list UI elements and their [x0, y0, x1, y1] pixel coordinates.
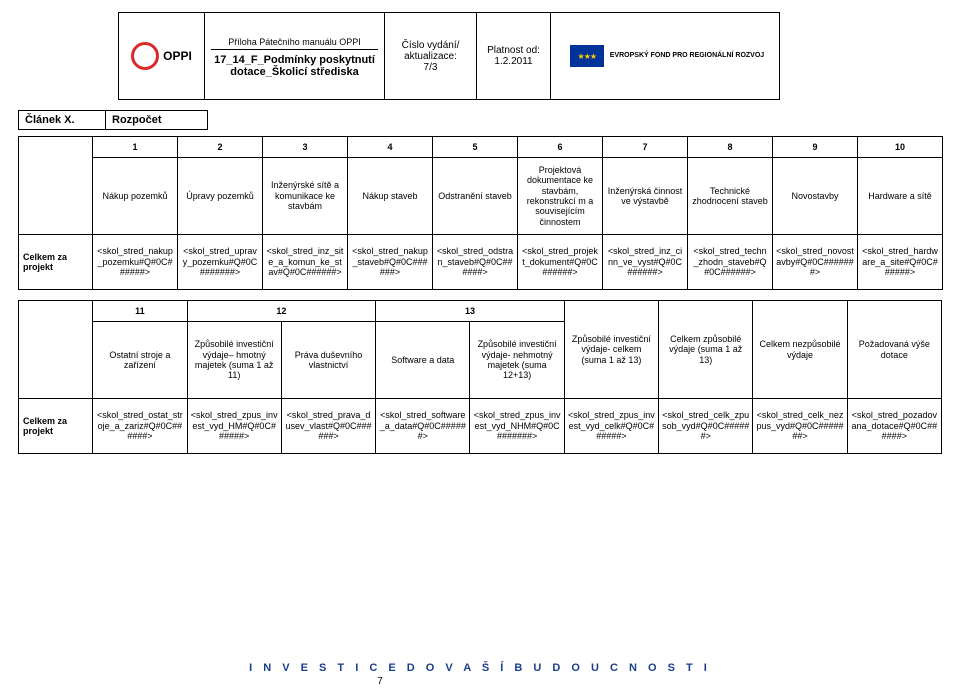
section-article: Článek X. — [19, 111, 106, 129]
col-num: 5 — [433, 137, 518, 158]
col-head: Inženýrské sítě a komunikace ke stavbám — [263, 158, 348, 235]
col-head: Nákup staveb — [348, 158, 433, 235]
valid-cell: Platnost od: 1.2.2011 — [477, 13, 551, 99]
col-num: 12 — [187, 301, 376, 322]
budget-table-1: 1 2 3 4 5 6 7 8 9 10 Nákup pozemků Úprav… — [18, 136, 943, 290]
col-num: 10 — [858, 137, 943, 158]
cell-value: <skol_stred_techn_zhodn_staveb#Q#0C#####… — [688, 235, 773, 290]
cell-value: <skol_stred_prava_dusev_vlast#Q#0C######… — [281, 399, 375, 454]
col-head: Způsobilé investiční výdaje- nehmotný ma… — [470, 322, 564, 399]
col-num: 13 — [376, 301, 565, 322]
table-row: 11 12 13 Způsobilé investiční výdaje- ce… — [19, 301, 942, 322]
eu-flag-icon: ★★★ — [570, 45, 604, 67]
col-head: Technické zhodnocení staveb — [688, 158, 773, 235]
col-num: 2 — [178, 137, 263, 158]
col-num: 7 — [603, 137, 688, 158]
issue-cell: Číslo vydání/ aktualizace: 7/3 — [385, 13, 477, 99]
cell-value: <skol_stred_zpus_invest_vyd_NHM#Q#0C####… — [470, 399, 564, 454]
row-label: Celkem za projekt — [19, 235, 93, 290]
issue-value: 7/3 — [424, 62, 438, 73]
col-num: 6 — [518, 137, 603, 158]
col-head: Celkem způsobilé výdaje (suma 1 až 13) — [659, 301, 753, 399]
row-label: Celkem za projekt — [19, 399, 93, 454]
cell-value: <skol_stred_inz_cinn_ve_vyst#Q#0C######> — [603, 235, 688, 290]
cell-value: <skol_stred_projekt_dokument#Q#0C######> — [518, 235, 603, 290]
section-row: Článek X. Rozpočet — [18, 110, 208, 130]
oppi-ring-icon — [131, 42, 159, 70]
col-head: Odstranění staveb — [433, 158, 518, 235]
budget-table-2: 11 12 13 Způsobilé investiční výdaje- ce… — [18, 300, 942, 454]
col-head: Požadovaná výše dotace — [847, 301, 941, 399]
col-num: 8 — [688, 137, 773, 158]
cell-value: <skol_stred_hardware_a_site#Q#0C######> — [858, 235, 943, 290]
table-row: Celkem za projekt <skol_stred_nakup_poze… — [19, 235, 943, 290]
cell-value: <skol_stred_celk_zpusob_vyd#Q#0C######> — [659, 399, 753, 454]
table-row: Nákup pozemků Úpravy pozemků Inženýrské … — [19, 158, 943, 235]
title-cell: Příloha Pátečního manuálu OPPI 17_14_F_P… — [205, 13, 385, 99]
cell-value: <skol_stred_novostavby#Q#0C#######> — [773, 235, 858, 290]
col-head: Způsobilé investiční výdaje- celkem (sum… — [564, 301, 658, 399]
col-head: Nákup pozemků — [93, 158, 178, 235]
col-head: Inženýrská činnost ve výstavbě — [603, 158, 688, 235]
page-footer: I N V E S T I C E D O V A Š Í B U D O U … — [0, 662, 960, 687]
eu-cell: ★★★ EVROPSKÝ FOND PRO REGIONÁLNÍ ROZVOJ — [551, 13, 779, 99]
eu-fund-label: EVROPSKÝ FOND PRO REGIONÁLNÍ ROZVOJ — [610, 52, 764, 60]
cell-value: <skol_stred_inz_site_a_komun_ke_stav#Q#0… — [263, 235, 348, 290]
col-num: 9 — [773, 137, 858, 158]
section-title: Rozpočet — [106, 111, 168, 129]
col-num: 11 — [93, 301, 187, 322]
footer-slogan: I N V E S T I C E D O V A Š Í B U D O U … — [0, 662, 960, 674]
table-row: Celkem za projekt <skol_stred_ostat_stro… — [19, 399, 942, 454]
col-head: Práva duševního vlastnictví — [281, 322, 375, 399]
cell-value: <skol_stred_zpus_invest_vyd_celk#Q#0C###… — [564, 399, 658, 454]
cell-value: <skol_stred_upravy_pozemku#Q#0C#######> — [178, 235, 263, 290]
empty-corner — [19, 301, 93, 399]
valid-value: 1.2.2011 — [494, 56, 532, 67]
col-head: Novostavby — [773, 158, 858, 235]
oppi-logo-cell: OPPI — [119, 13, 205, 99]
col-num: 1 — [93, 137, 178, 158]
col-head: Hardware a sítě — [858, 158, 943, 235]
col-head: Úpravy pozemků — [178, 158, 263, 235]
cell-value: <skol_stred_software_a_data#Q#0C######> — [376, 399, 470, 454]
doc-title: 17_14_F_Podmínky poskytnutí dotace_Školi… — [211, 54, 378, 78]
col-head: Software a data — [376, 322, 470, 399]
col-head: Projektová dokumentace ke stavbám, rekon… — [518, 158, 603, 235]
oppi-text: OPPI — [163, 49, 192, 63]
valid-label: Platnost od: — [487, 45, 540, 56]
cell-value: <skol_stred_ostat_stroje_a_zariz#Q#0C###… — [93, 399, 187, 454]
col-head: Celkem nezpůsobilé výdaje — [753, 301, 847, 399]
cell-value: <skol_stred_odstran_staveb#Q#0C######> — [433, 235, 518, 290]
cell-value: <skol_stred_nakup_pozemku#Q#0C######> — [93, 235, 178, 290]
empty-corner — [19, 137, 93, 235]
cell-value: <skol_stred_pozadovana_dotace#Q#0C######… — [847, 399, 941, 454]
cell-value: <skol_stred_celk_nezpus_vyd#Q#0C#######> — [753, 399, 847, 454]
annex-label: Příloha Pátečního manuálu OPPI — [211, 35, 378, 50]
col-head: Ostatní stroje a zařízení — [93, 322, 187, 399]
col-num: 4 — [348, 137, 433, 158]
document-header: OPPI Příloha Pátečního manuálu OPPI 17_1… — [118, 12, 780, 100]
cell-value: <skol_stred_zpus_invest_vyd_HM#Q#0C#####… — [187, 399, 281, 454]
issue-label: Číslo vydání/ aktualizace: — [391, 40, 470, 62]
col-head: Způsobilé investiční výdaje– hmotný maje… — [187, 322, 281, 399]
cell-value: <skol_stred_nakup_staveb#Q#0C######> — [348, 235, 433, 290]
page-number: 7 — [0, 676, 960, 687]
col-num: 3 — [263, 137, 348, 158]
table-row: 1 2 3 4 5 6 7 8 9 10 — [19, 137, 943, 158]
